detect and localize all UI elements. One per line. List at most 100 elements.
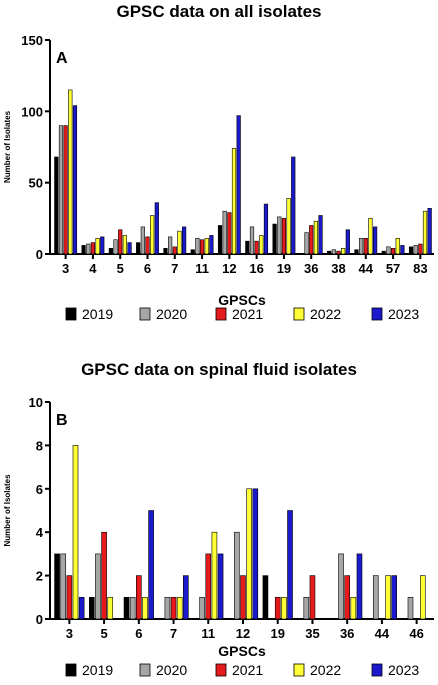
- bar-a-2019-38: [327, 250, 332, 255]
- y-tick-label: 10: [29, 395, 43, 410]
- bar-a-2020-36: [304, 232, 309, 255]
- bar-b-2019-3: [54, 553, 60, 620]
- bar-b-2023-44: [391, 575, 398, 620]
- chart-a: GPSC data on all isolates A 0 50 100 150 Numbe…: [3, 2, 434, 322]
- bar-a-2019-3: [54, 156, 59, 255]
- bar-a-2019-12: [217, 225, 223, 255]
- y-tick-label: 4: [36, 525, 44, 540]
- y-tick-label: 50: [29, 176, 43, 191]
- legend-swatch-2020: [139, 307, 151, 321]
- bar-a-2021-44: [363, 238, 368, 255]
- bar-b-2021-5: [101, 531, 107, 620]
- bar-a-2021-3: [63, 125, 68, 255]
- bar-b-2021-7: [170, 596, 177, 620]
- bar-a-2022-3: [68, 89, 73, 255]
- bar-a-2019-11: [190, 249, 195, 255]
- bar-a-2020-11: [195, 238, 200, 255]
- bar-b-2020-12: [234, 531, 240, 620]
- x-tick-label: 12: [236, 626, 250, 641]
- bar-a-2019-83: [408, 246, 414, 255]
- x-tick-label: 83: [413, 261, 427, 276]
- x-tick-label: 19: [270, 626, 284, 641]
- legend-label-2021: 2021: [232, 662, 263, 678]
- bar-a-2021-36: [309, 225, 314, 255]
- legend-label-2019: 2019: [82, 662, 113, 678]
- bar-b-2022-3: [72, 445, 79, 620]
- bar-a-2020-16: [249, 226, 255, 255]
- bar-a-2019-16: [245, 240, 250, 255]
- bar-a-2019-7: [163, 247, 168, 255]
- y-tick-label: 6: [36, 482, 43, 497]
- chart-title-b: GPSC data on spinal fluid isolates: [81, 360, 357, 379]
- bar-b-2020-35: [303, 596, 310, 620]
- x-tick-label: 16: [249, 261, 263, 276]
- x-tick-label: 57: [386, 261, 400, 276]
- bar-a-2022-19: [286, 198, 291, 255]
- bar-a-2019-57: [381, 250, 386, 255]
- bar-a-2023-6: [154, 202, 159, 255]
- bar-b-2020-44: [372, 575, 379, 620]
- x-tick-label: 3: [66, 626, 73, 641]
- legend-label-2020: 2020: [156, 306, 187, 322]
- bar-b-2022-44: [385, 575, 391, 620]
- bar-a-2021-4: [90, 242, 96, 255]
- x-tick-label: 36: [304, 261, 318, 276]
- bar-a-2021-6: [145, 236, 150, 255]
- legend-label-2022: 2022: [310, 306, 341, 322]
- bar-a-2023-57: [400, 245, 405, 255]
- bar-b-2020-5: [95, 553, 101, 620]
- chart-title-a: GPSC data on all isolates: [116, 2, 321, 21]
- x-tick-label: 6: [135, 626, 142, 641]
- legend-swatch-2022: [293, 307, 305, 321]
- bar-b-2020-36: [338, 553, 344, 620]
- bar-a-2019-19: [272, 223, 277, 255]
- y-tick-label: 0: [36, 247, 43, 262]
- bar-b-2023-19: [287, 510, 293, 620]
- legend-label-2023: 2023: [388, 306, 419, 322]
- legend-swatch-2019: [65, 307, 77, 321]
- bar-b-2019-19: [262, 575, 269, 620]
- bar-a-2022-7: [177, 230, 182, 255]
- bar-b-2022-19: [281, 596, 287, 620]
- y-tick-label: 2: [36, 569, 43, 584]
- chart-b: GPSC data on spinal fluid isolatesB02468…: [3, 360, 434, 678]
- bar-b-2022-5: [107, 596, 114, 620]
- bar-b-2022-36: [350, 596, 357, 620]
- bar-a-2022-11: [204, 238, 209, 255]
- x-tick-label: 46: [409, 626, 423, 641]
- bar-a-2019-4: [81, 245, 86, 255]
- bar-b-2023-11: [217, 553, 224, 620]
- bar-a-2022-44: [368, 218, 373, 255]
- bar-b-2019-5: [89, 596, 95, 620]
- x-tick-label: 5: [117, 261, 124, 276]
- legend-swatch-2019: [65, 663, 77, 677]
- bar-a-2020-5: [113, 239, 118, 255]
- bar-b-2023-12: [252, 488, 259, 620]
- x-axis-title-a: GPSCs: [218, 292, 266, 308]
- bar-a-2019-5: [108, 247, 113, 255]
- bar-a-2020-83: [413, 245, 418, 255]
- x-tick-label: 5: [100, 626, 107, 641]
- x-tick-label: 7: [170, 626, 177, 641]
- bar-b-2021-6: [136, 575, 142, 620]
- bar-a-2023-44: [372, 226, 378, 255]
- bar-a-2022-36: [313, 220, 318, 255]
- bar-a-2022-12: [231, 148, 237, 255]
- bar-a-2022-16: [259, 235, 264, 255]
- legend-swatch-2021: [215, 663, 227, 677]
- bar-a-2021-38: [336, 250, 341, 255]
- bar-a-2023-12: [236, 115, 241, 255]
- bar-a-2022-5: [122, 235, 127, 255]
- bar-a-2020-6: [140, 226, 145, 255]
- bar-a-2020-7: [168, 236, 173, 255]
- bar-b-2023-36: [356, 553, 363, 620]
- bar-a-2019-44: [354, 249, 359, 255]
- x-tick-label: 36: [340, 626, 354, 641]
- bar-b-2021-3: [66, 575, 73, 620]
- bar-a-2019-6: [136, 242, 141, 255]
- bar-b-2023-7: [183, 575, 189, 620]
- x-tick-label: 44: [359, 261, 374, 276]
- bar-a-2023-7: [182, 226, 187, 255]
- bar-b-2021-35: [309, 575, 316, 620]
